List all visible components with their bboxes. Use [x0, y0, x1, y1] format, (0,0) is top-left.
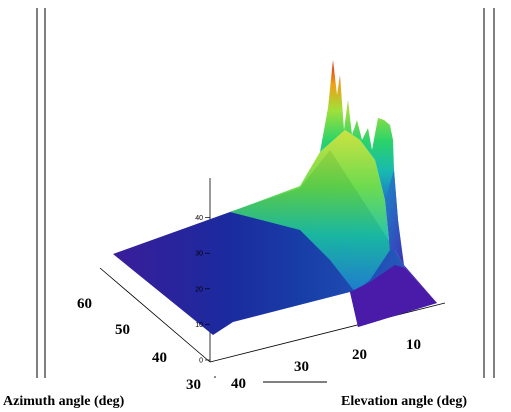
elevation-tick-30: 30 [294, 359, 309, 375]
elevation-tick-10: 10 [406, 337, 421, 353]
z-tick-label-40: 40 [195, 215, 203, 222]
surface-ridge [230, 130, 390, 292]
small-dot [214, 376, 216, 378]
azimuth-axis-title: Azimuth angle (deg) [3, 394, 125, 409]
azimuth-tick-60: 60 [77, 296, 92, 312]
azimuth-axis-line [99, 267, 211, 363]
elevation-axis-line [209, 302, 446, 363]
z-axis-ticks: 0 10 20 30 40 [195, 215, 210, 365]
azimuth-tick-40: 40 [152, 350, 167, 366]
z-tick-label-10: 10 [195, 322, 203, 329]
surface-back-wall [320, 60, 402, 262]
azimuth-tick-50: 50 [115, 322, 130, 338]
elevation-tick-20: 20 [352, 347, 367, 363]
surface-side-face [385, 170, 437, 303]
elevation-tick-40: 40 [231, 376, 246, 392]
z-tick-label-0: 0 [199, 358, 203, 365]
z-tick-label-30: 30 [195, 251, 203, 258]
surface-front-notch [350, 265, 437, 327]
azimuth-tick-30: 30 [186, 377, 201, 393]
elevation-axis-title: Elevation angle (deg) [341, 394, 467, 409]
z-tick-label-20: 20 [195, 286, 203, 293]
